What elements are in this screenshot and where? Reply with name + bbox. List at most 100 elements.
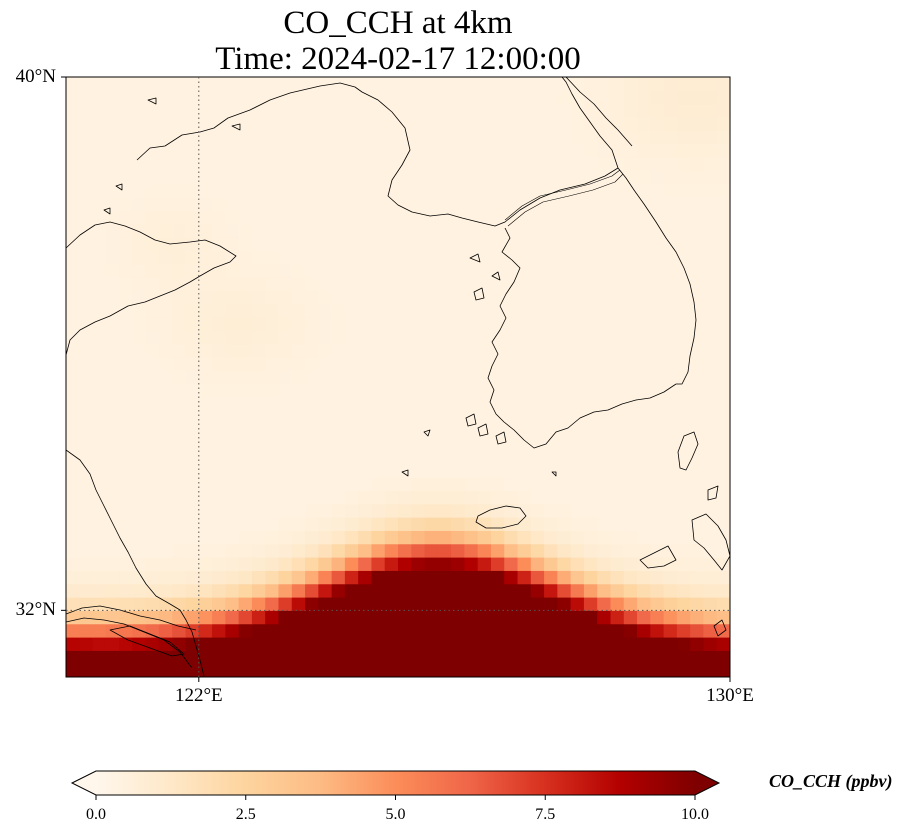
field-cell <box>305 303 319 318</box>
field-cell <box>238 170 253 185</box>
field-cell <box>398 223 412 238</box>
field-cell <box>676 623 691 638</box>
field-cell <box>145 397 160 411</box>
field-cell <box>172 157 187 171</box>
field-cell <box>158 330 173 345</box>
field-cell <box>225 490 240 505</box>
field-cell <box>318 170 333 185</box>
field-cell <box>544 143 558 158</box>
field-cell <box>610 183 625 198</box>
field-cell <box>583 237 598 251</box>
field-cell <box>623 330 638 345</box>
field-cell <box>610 410 625 425</box>
field-cell <box>92 130 107 145</box>
field-cell <box>251 370 266 385</box>
field-cell <box>132 663 147 677</box>
field-cell <box>424 410 439 425</box>
field-cell <box>557 410 572 425</box>
field-cell <box>358 463 373 478</box>
field-cell <box>92 343 107 358</box>
field-cell <box>703 623 718 638</box>
field-cell <box>517 610 532 625</box>
field-cell <box>318 530 333 545</box>
field-cell <box>278 543 293 558</box>
field-cell <box>225 477 240 491</box>
field-cell <box>265 117 280 131</box>
field-cell <box>318 210 333 225</box>
field-cell <box>344 290 359 305</box>
field-cell <box>676 370 691 385</box>
field-cell <box>185 303 200 318</box>
field-cell <box>105 130 120 145</box>
field-cell <box>79 370 94 385</box>
field-cell <box>477 610 492 625</box>
field-cell <box>172 170 187 185</box>
field-cell <box>119 343 133 358</box>
field-cell <box>424 330 439 345</box>
field-cell <box>597 503 612 518</box>
field-cell <box>172 143 187 158</box>
field-cell <box>398 543 412 558</box>
field-cell <box>424 77 439 91</box>
field-cell <box>663 103 678 118</box>
field-cell <box>172 410 187 425</box>
field-cell <box>557 157 572 171</box>
field-cell <box>544 103 558 118</box>
field-cell <box>105 263 120 278</box>
field-cell <box>703 637 718 651</box>
field-cell <box>92 117 107 131</box>
field-cell <box>597 663 612 677</box>
field-cell <box>145 317 160 331</box>
field-cell <box>291 303 306 318</box>
field-cell <box>132 277 147 291</box>
field-cell <box>305 610 319 625</box>
field-cell <box>265 450 280 465</box>
field-cell <box>570 663 585 677</box>
field-cell <box>79 237 94 251</box>
field-cell <box>238 117 253 131</box>
field-cell <box>610 437 625 451</box>
field-cell <box>132 610 147 625</box>
field-cell <box>185 663 200 677</box>
field-cell <box>265 397 280 411</box>
field-cell <box>490 450 505 465</box>
field-cell <box>504 77 519 91</box>
field-cell <box>92 423 107 438</box>
field-cell <box>477 557 492 571</box>
field-cell <box>424 570 439 585</box>
field-cell <box>451 637 465 651</box>
field-cell <box>251 210 266 225</box>
field-cell <box>158 557 173 571</box>
field-cell <box>251 437 266 451</box>
field-cell <box>451 503 465 518</box>
field-cell <box>92 250 107 265</box>
field-cell <box>66 250 80 265</box>
field-cell <box>265 583 280 598</box>
field-cell <box>451 383 465 398</box>
field-cell <box>79 583 94 598</box>
field-cell <box>517 370 532 385</box>
field-cell <box>265 423 280 438</box>
field-cell <box>690 543 705 558</box>
field-cell <box>66 463 80 478</box>
field-cell <box>105 103 120 118</box>
field-cell <box>291 543 306 558</box>
field-cell <box>384 383 399 398</box>
field-cell <box>278 450 293 465</box>
field-cell <box>623 477 638 491</box>
field-cell <box>145 277 160 291</box>
field-cell <box>583 277 598 291</box>
field-cell <box>344 650 359 665</box>
field-cell <box>676 90 691 105</box>
field-cell <box>583 437 598 451</box>
field-cell <box>623 610 638 625</box>
field-cell <box>570 517 585 531</box>
field-cell <box>690 423 705 438</box>
field-cell <box>716 530 730 545</box>
field-cell <box>358 357 373 371</box>
lon-tick-label: 122°E <box>174 685 223 706</box>
field-cell <box>212 597 226 611</box>
field-cell <box>716 290 730 305</box>
field-cell <box>105 197 120 211</box>
field-cell <box>570 290 585 305</box>
